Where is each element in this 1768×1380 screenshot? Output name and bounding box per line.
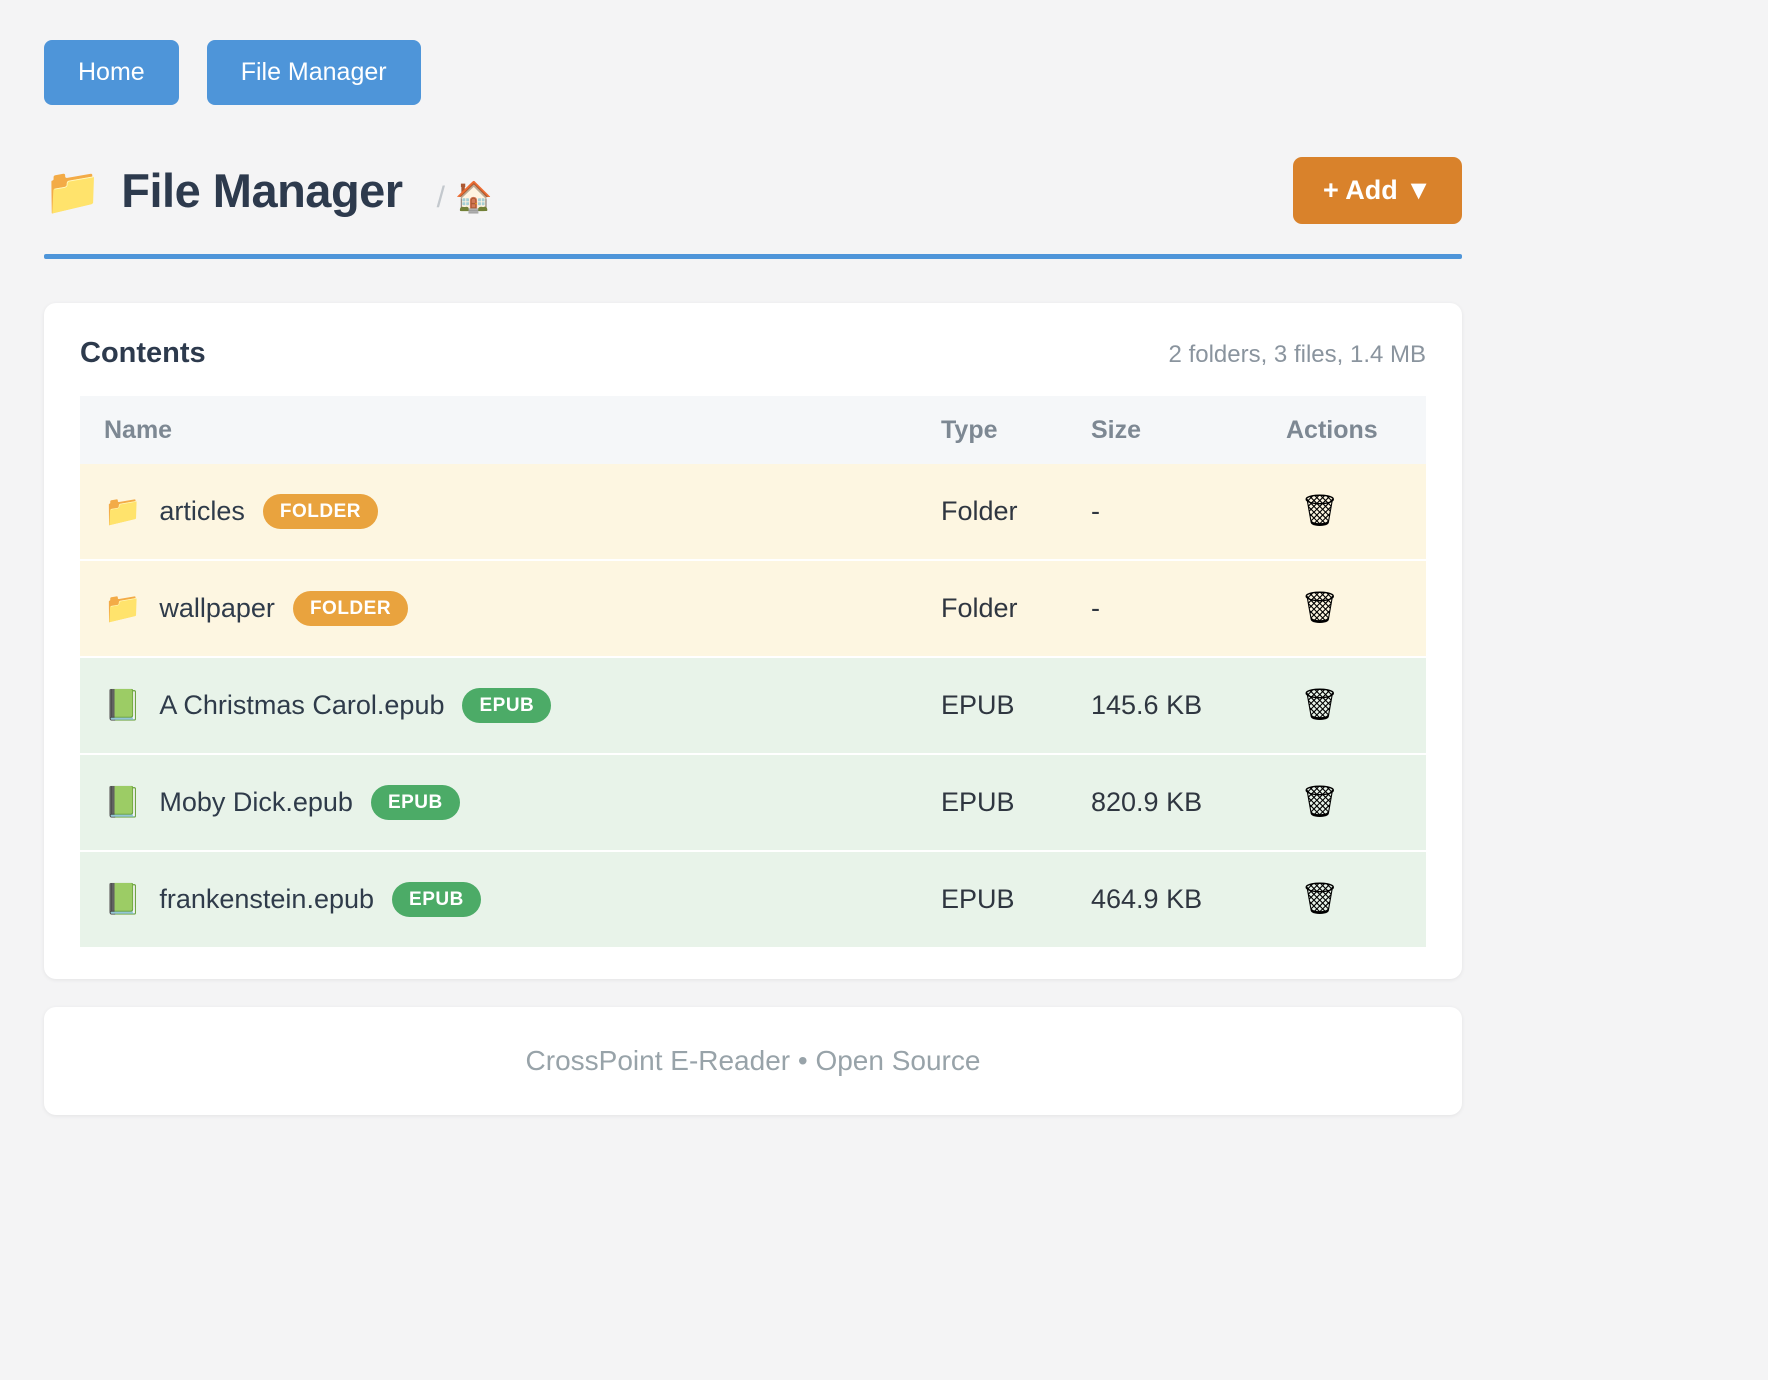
book-icon: 📗 [104,785,142,819]
file-name: frankenstein.epub [159,884,375,914]
folder-badge: FOLDER [292,591,409,626]
breadcrumb: / 🏠 [437,180,493,215]
contents-card: Contents 2 folders, 3 files, 1.4 MB Name… [44,303,1462,979]
delete-button[interactable]: 🗑 [1300,784,1340,819]
file-name: wallpaper [159,593,275,623]
file-type: Folder [941,593,1018,623]
header-divider [44,254,1462,259]
file-size: - [1091,593,1100,623]
contents-title: Contents [80,337,206,369]
file-table: Name Type Size Actions 📁 articles FOLDER… [80,396,1426,949]
page-title: File Manager [121,164,403,217]
file-type: Folder [941,496,1018,526]
table-header-row: Name Type Size Actions [80,396,1426,464]
book-icon: 📗 [104,882,142,916]
breadcrumb-separator: / [436,180,445,214]
column-header-size: Size [1091,415,1142,444]
folder-icon: 📁 [44,164,102,217]
file-name: articles [159,496,245,526]
top-nav: Home File Manager [44,0,1462,105]
folder-icon: 📁 [104,494,142,528]
file-type: EPUB [941,787,1015,817]
add-button[interactable]: + Add ▼ [1293,157,1462,224]
file-size: 820.9 KB [1091,787,1203,817]
file-manager-button[interactable]: File Manager [206,40,421,105]
column-header-actions: Actions [1286,415,1378,444]
file-name: Moby Dick.epub [159,787,353,817]
epub-badge: EPUB [370,785,460,820]
file-type: EPUB [941,690,1015,720]
folder-badge: FOLDER [262,494,378,529]
file-size: - [1091,496,1100,526]
column-header-name: Name [104,415,173,444]
file-type: EPUB [941,884,1015,914]
column-header-type: Type [941,415,998,444]
table-row-wallpaper[interactable]: 📁 wallpaper FOLDER Folder - 🗑 [80,561,1426,658]
file-size: 145.6 KB [1091,690,1203,720]
folder-icon: 📁 [104,591,142,625]
page: Home File Manager 📁 File Manager / 🏠 + A… [44,0,1462,1115]
footer: CrossPoint E-Reader • Open Source [44,1007,1462,1115]
delete-button[interactable]: 🗑 [1300,687,1340,722]
file-name: A Christmas Carol.epub [159,690,445,720]
contents-summary: 2 folders, 3 files, 1.4 MB [1168,341,1426,368]
page-header: 📁 File Manager / 🏠 + Add ▼ [44,157,1462,224]
file-size: 464.9 KB [1091,884,1203,914]
delete-button[interactable]: 🗑 [1300,881,1340,916]
home-button[interactable]: Home [44,40,179,105]
home-icon[interactable]: 🏠 [454,181,493,214]
table-row-articles[interactable]: 📁 articles FOLDER Folder - 🗑 [80,464,1426,561]
footer-text: CrossPoint E-Reader • Open Source [525,1045,981,1076]
table-row-moby-dick[interactable]: 📗 Moby Dick.epub EPUB EPUB 820.9 KB 🗑 [80,755,1426,852]
delete-button[interactable]: 🗑 [1300,590,1340,625]
epub-badge: EPUB [462,688,552,723]
table-row-christmas-carol[interactable]: 📗 A Christmas Carol.epub EPUB EPUB 145.6… [80,658,1426,755]
table-row-frankenstein[interactable]: 📗 frankenstein.epub EPUB EPUB 464.9 KB 🗑 [80,852,1426,949]
delete-button[interactable]: 🗑 [1300,493,1340,528]
epub-badge: EPUB [392,882,481,917]
book-icon: 📗 [104,688,142,722]
